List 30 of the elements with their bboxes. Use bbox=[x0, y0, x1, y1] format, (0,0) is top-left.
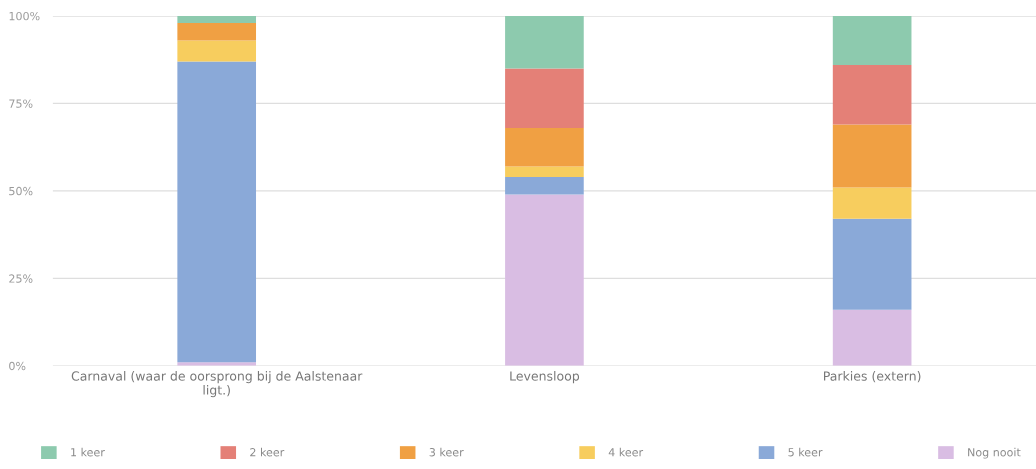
bar bbox=[505, 194, 584, 366]
x-tick-label: Levensloop bbox=[510, 371, 580, 384]
x-tick-label: Carnaval (waar de oorsprong bij de Aalstenaar ligt.) bbox=[71, 371, 363, 398]
bar bbox=[832, 218, 912, 310]
bar bbox=[505, 15, 584, 69]
bar bbox=[832, 309, 912, 366]
legend-label: Nog nooit bbox=[968, 447, 1021, 459]
bar bbox=[505, 176, 584, 195]
y-tick-label: 25% bbox=[9, 274, 33, 283]
legend-label: 4 keer bbox=[608, 447, 644, 457]
y-tick-label: 0% bbox=[9, 361, 26, 371]
bar bbox=[177, 22, 257, 41]
bar bbox=[832, 15, 912, 65]
bar bbox=[832, 64, 912, 125]
y-tick-label: 50% bbox=[9, 186, 33, 196]
y-tick-label: 75% bbox=[9, 99, 33, 108]
bar bbox=[177, 15, 257, 23]
legend-label: 1 keer bbox=[71, 447, 105, 457]
legend-label: 3 keer bbox=[429, 447, 464, 457]
x-tick-label: Parkies (extern) bbox=[824, 371, 921, 383]
y-tick-label: 100% bbox=[9, 11, 40, 21]
legend-label: 5 keer bbox=[788, 447, 823, 457]
bar bbox=[505, 127, 584, 167]
bar bbox=[832, 124, 912, 188]
bar bbox=[177, 61, 257, 363]
bar bbox=[177, 40, 257, 62]
bar bbox=[505, 68, 584, 128]
legend-label: 2 keer bbox=[250, 447, 285, 457]
bar bbox=[832, 187, 912, 219]
bar bbox=[505, 166, 584, 177]
